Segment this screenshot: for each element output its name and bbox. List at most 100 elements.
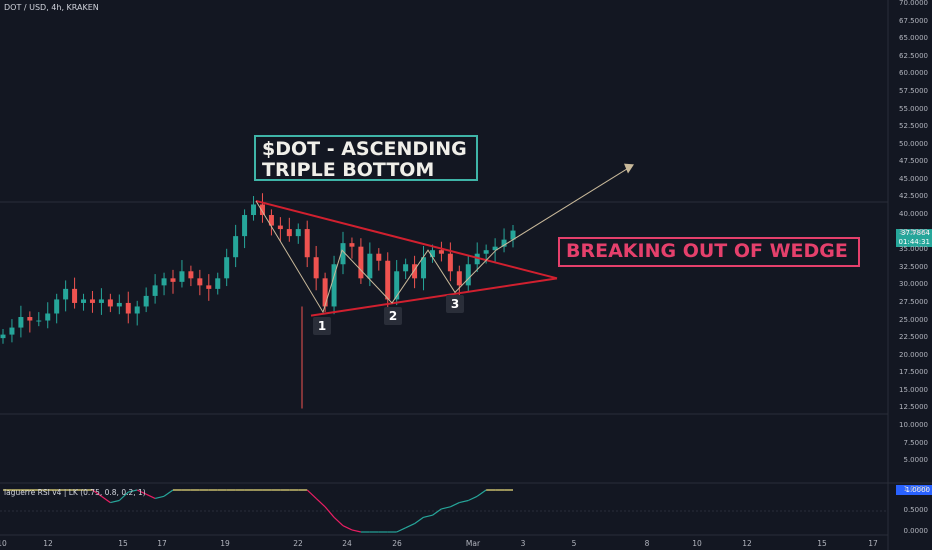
candle-body — [412, 264, 418, 279]
rsi-segment — [405, 523, 415, 529]
candle-body — [259, 204, 265, 216]
time-tick-label: 3 — [520, 539, 526, 548]
candle-body — [421, 257, 427, 279]
rsi-segment — [432, 508, 442, 516]
candle-body — [268, 215, 274, 226]
price-tick-label: 57.5000 — [899, 86, 928, 95]
price-tick-label: 35.0000 — [899, 245, 928, 254]
bottom-1-label[interactable]: 1 — [313, 317, 331, 335]
rsi-segment — [396, 527, 406, 533]
rsi-segment — [441, 506, 451, 510]
rsi-segment — [333, 516, 344, 527]
rsi-segment — [163, 489, 174, 497]
time-tick-label: 10 — [0, 539, 7, 548]
rsi-segment — [342, 525, 353, 531]
price-tick-label: 47.5000 — [899, 157, 928, 166]
rsi-segment — [101, 495, 111, 504]
rsi-segment — [450, 502, 460, 508]
wedge-lower-line — [310, 277, 558, 317]
time-tick-label: 17 — [868, 539, 878, 548]
candle-body — [116, 302, 122, 307]
candle-body — [403, 264, 409, 272]
candle-body — [331, 264, 337, 307]
rsi-segment — [459, 499, 469, 504]
candle-body — [45, 313, 51, 321]
price-tick-label: 65.0000 — [899, 34, 928, 43]
price-tick-label: 55.0000 — [899, 104, 928, 113]
price-tick-label: 5.0000 — [903, 456, 929, 465]
rsi-tick-label: 0.5000 — [903, 506, 929, 514]
time-tick-label: 24 — [342, 539, 352, 548]
price-tick-label: 12.5000 — [899, 403, 928, 412]
candle-body — [340, 243, 346, 265]
candle-body — [429, 250, 435, 258]
breakout-annotation[interactable]: BREAKING OUT OF WEDGE — [558, 237, 860, 267]
rsi-segment — [306, 489, 317, 499]
price-tick-label: 22.5000 — [899, 333, 928, 342]
price-tick-label: 17.5000 — [899, 368, 928, 377]
price-tick-label: 27.5000 — [899, 297, 928, 306]
rsi-segment — [128, 489, 138, 493]
time-tick-label: 17 — [157, 539, 167, 548]
rsi-segment — [468, 495, 478, 502]
title-annotation[interactable]: $DOT - ASCENDING TRIPLE BOTTOM — [254, 135, 478, 181]
candle-body — [322, 278, 328, 307]
time-tick-label: 8 — [644, 539, 650, 548]
candle-body — [81, 299, 87, 303]
candle-body — [295, 229, 301, 237]
candle-body — [18, 317, 24, 328]
time-tick-label: 5 — [571, 539, 577, 548]
time-tick-label: 10 — [692, 539, 702, 548]
rsi-tick-label: 1.0000 — [903, 485, 929, 493]
price-tick-label: 7.5000 — [903, 438, 929, 447]
price-tick-label: 45.0000 — [899, 174, 928, 183]
rsi-segment — [110, 499, 120, 504]
candle-body — [179, 271, 185, 282]
rsi-segment — [118, 491, 129, 501]
rsi-segment — [476, 489, 487, 497]
candle-body — [233, 236, 239, 258]
title-line-2: TRIPLE BOTTOM — [262, 159, 435, 181]
candle-body — [98, 299, 104, 303]
rsi-segment — [414, 516, 424, 525]
candle-body — [224, 257, 230, 279]
candle-body — [72, 288, 78, 303]
price-tick-label: 10.0000 — [899, 421, 928, 430]
rsi-segment — [145, 493, 156, 499]
candle-body — [143, 295, 149, 307]
candle-body — [161, 278, 167, 286]
last-price: 37.7864 — [901, 229, 930, 237]
candle-body — [9, 327, 15, 335]
candle-body — [206, 285, 212, 289]
candle-body — [474, 253, 480, 265]
candle-body — [465, 264, 471, 286]
rsi-value-badge: 1.0000 — [896, 485, 932, 495]
price-tick-label: 25.0000 — [899, 315, 928, 324]
price-tick-label: 67.5000 — [899, 16, 928, 25]
rsi-segment — [351, 529, 362, 533]
price-tick-label: 32.5000 — [899, 262, 928, 271]
candle-body — [349, 243, 355, 247]
candle-body — [456, 271, 462, 286]
price-tick-label: 42.5000 — [899, 192, 928, 201]
bottom-2-label[interactable]: 2 — [384, 307, 402, 325]
projection-arrow — [495, 165, 633, 251]
wedge-upper-line — [255, 199, 558, 280]
candle-body — [501, 239, 507, 247]
candle-body — [385, 260, 391, 300]
price-tick-label: 15.0000 — [899, 385, 928, 394]
price-tick-label: 62.5000 — [899, 51, 928, 60]
candle-body — [510, 230, 516, 240]
rsi-segment — [423, 514, 433, 518]
price-tick-label: 40.0000 — [899, 210, 928, 219]
time-tick-label: 15 — [817, 539, 827, 548]
candle-body — [36, 320, 42, 322]
time-tick-label: Mar — [465, 539, 481, 548]
bottom-3-label[interactable]: 3 — [446, 295, 464, 313]
rsi-segment — [136, 489, 147, 495]
time-tick-label: 26 — [392, 539, 402, 548]
candle-body — [394, 271, 400, 300]
candle-body — [242, 215, 248, 237]
candle-body — [27, 317, 33, 321]
